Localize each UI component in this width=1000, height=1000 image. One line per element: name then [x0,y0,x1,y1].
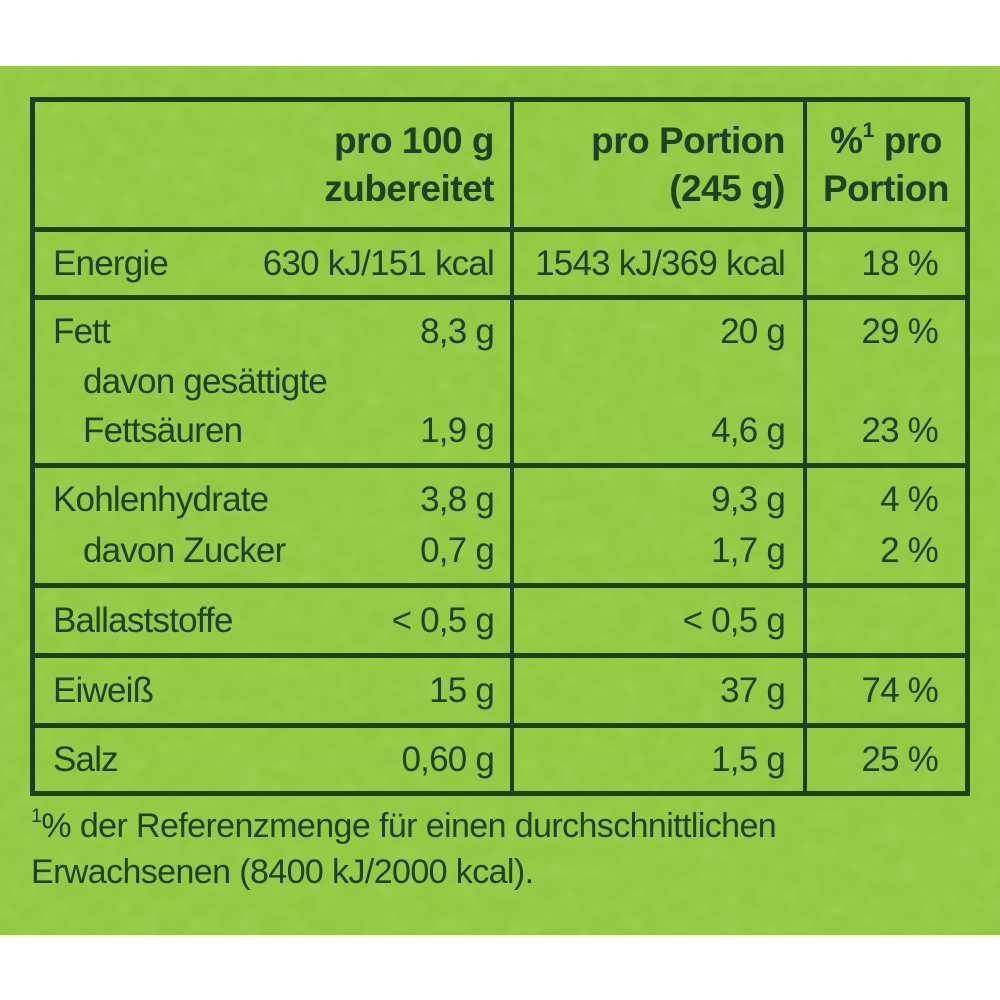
header-pct-rest: pro [873,120,943,162]
percent-symbol: % [830,120,863,162]
pct-value: 2 % [880,531,939,570]
nutrient-label: Eiweiß [53,670,154,710]
table-row-eiweiss: Eiweiß 15 g 37 g 74 % [35,653,965,723]
table-row-fett: Fett 8,3 g davon gesättigte Fettsäuren 1,9… [35,295,965,463]
footnote-marker: 1 [862,117,875,142]
nutrient-sublabel: Fettsäuren [83,411,243,450]
pct-cell: 18 % [803,232,965,295]
nutrient-label: Energie [53,243,169,283]
reference-footnote: 1% der Referenzmenge für einen durchschn… [31,804,861,896]
portion-value: 37 g [720,670,786,710]
table-row-ballaststoffe: Ballaststoffe < 0,5 g < 0,5 g [35,583,965,653]
pct-value: 23 % [861,411,938,450]
portion-cell: 37 g [510,658,803,723]
nutrient-cell: Salz 0,60 g [35,728,510,791]
pct-value: 25 % [861,739,938,779]
nutrient-label: Salz [53,739,119,779]
portion-value: < 0,5 g [682,600,786,640]
portion-value: 1,7 g [711,531,786,570]
header-pct-line1: %1 pro [811,117,961,164]
portion-value: 9,3 g [711,480,786,519]
pct-value: 4 % [880,480,939,519]
nutrition-table: pro 100 g zubereitet pro Portion (245 g)… [30,97,970,796]
per100-value: 8,3 g [420,312,495,351]
nutrient-sublabel: davon Zucker [83,531,286,570]
per100-value: 3,8 g [420,480,495,519]
nutrient-label: Fett [53,312,111,351]
nutrient-label: Ballaststoffe [53,600,233,640]
pct-cell [803,588,965,653]
pct-cell: 74 % [803,658,965,723]
nutrient-cell: Energie 630 kJ/151 kcal [35,232,510,295]
pct-value: 29 % [861,312,938,351]
portion-cell: 1,5 g [510,728,803,791]
portion-cell: 1543 kJ/369 kcal [510,232,803,295]
pct-value: 74 % [861,670,938,710]
per100-value: 1,9 g [420,411,495,450]
portion-value: 4,6 g [711,411,786,450]
header-portion: pro Portion (245 g) [510,102,803,227]
portion-cell: 20 g 4,6 g [510,300,803,463]
per100-value: 0,7 g [420,531,495,570]
per100-value: 15 g [429,670,495,710]
header-per100: pro 100 g zubereitet [324,120,494,209]
table-row-energie: Energie 630 kJ/151 kcal 1543 kJ/369 kcal … [35,227,965,295]
header-pct-portion: %1 pro Portion [803,102,965,227]
per100-value: 630 kJ/151 kcal [262,243,495,283]
per100-value: < 0,5 g [391,600,495,640]
portion-cell: 9,3 g 1,7 g [510,468,803,583]
nutrient-cell: Eiweiß 15 g [35,658,510,723]
portion-cell: < 0,5 g [510,588,803,653]
header-pct-line2: Portion [823,167,949,209]
nutrient-label: Kohlenhydrate [53,480,269,519]
table-row-kohlenhydrate: Kohlenhydrate 3,8 g davon Zucker 0,7 g 9,3… [35,463,965,583]
per100-value: 0,60 g [401,739,494,779]
table-row-salz: Salz 0,60 g 1,5 g 25 % [35,723,965,791]
nutrient-cell: Fett 8,3 g davon gesättigte Fettsäuren 1,9… [35,300,510,463]
nutrient-cell: Ballaststoffe < 0,5 g [35,588,510,653]
portion-value: 1,5 g [711,739,786,779]
pct-cell: 25 % [803,728,965,791]
footnote-marker: 1 [31,804,42,827]
green-panel: pro 100 g zubereitet pro Portion (245 g)… [0,66,1000,935]
nutrient-sublabel: davon gesättigte [83,361,328,401]
pct-cell: 4 % 2 % [803,468,965,583]
portion-value: 1543 kJ/369 kcal [535,243,786,283]
nutrient-cell: Kohlenhydrate 3,8 g davon Zucker 0,7 g [35,468,510,583]
table-header-row: pro 100 g zubereitet pro Portion (245 g)… [35,102,965,227]
pct-value: 18 % [861,243,938,283]
footnote-text: % der Referenzmenge für einen durchschni… [31,807,777,891]
portion-value: 20 g [720,312,786,351]
pct-cell: 29 % 23 % [803,300,965,463]
